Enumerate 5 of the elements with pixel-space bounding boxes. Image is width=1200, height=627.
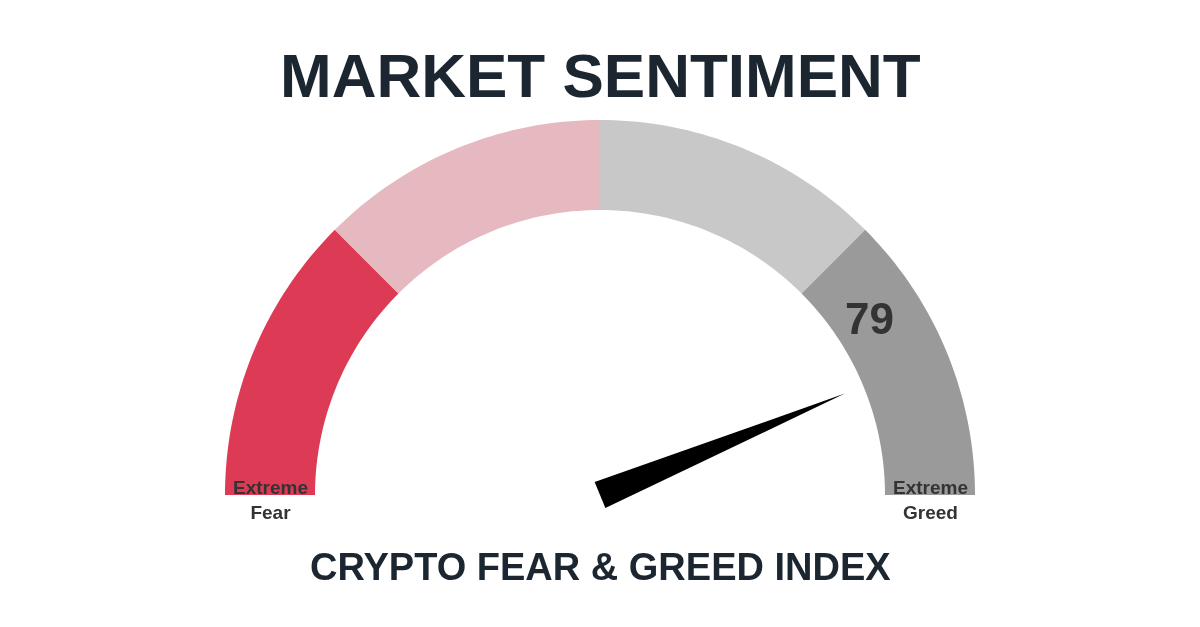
- text: CRYPTO FEAR & GREED INDEX: [310, 546, 892, 588]
- slice-label: Extreme Fear: [233, 477, 308, 523]
- chart-title: MARKET SENTIMENT: [280, 41, 921, 110]
- text: 79: [845, 294, 894, 343]
- slice-label: Extreme Greed: [893, 477, 968, 523]
